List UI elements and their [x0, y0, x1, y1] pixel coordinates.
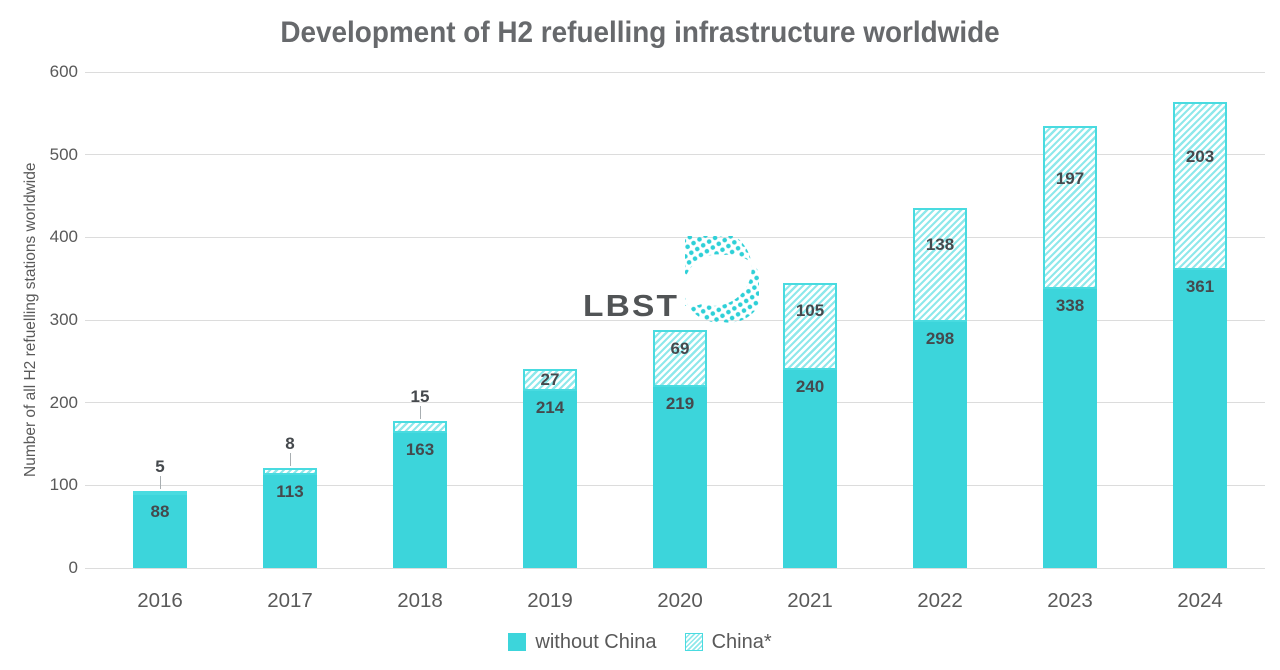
leader-line-2017: [289, 452, 291, 466]
bar-segment-without-china-2018: [393, 433, 447, 568]
leader-line-2016: [159, 476, 161, 490]
x-axis-label-2023: 2023: [1047, 589, 1093, 612]
x-axis-label-2020: 2020: [657, 589, 703, 612]
gridline-600: [85, 71, 1265, 73]
legend-swatch-solid: [508, 633, 527, 651]
x-axis-label-2019: 2019: [527, 589, 573, 612]
bar-segment-without-china-2020: [653, 386, 707, 568]
value-label-without-china-2017: 113: [276, 481, 304, 501]
bar-segment-china-2020: [653, 329, 707, 387]
legend: without China China*: [0, 628, 1280, 656]
x-axis-label-2017: 2017: [267, 589, 313, 612]
lbst-logo-text: LBST: [583, 288, 680, 323]
bar-segment-china-2017: [263, 467, 317, 475]
legend-label-without-china: without China: [535, 630, 657, 653]
gridline-300: [85, 319, 1265, 321]
x-axis-label-2024: 2024: [1177, 589, 1223, 612]
y-tick-label-200: 200: [49, 392, 78, 412]
value-label-without-china-2024: 361: [1185, 276, 1215, 296]
bar-segment-china-2023: [1043, 125, 1097, 289]
value-label-without-china-2020: 219: [665, 393, 695, 413]
y-tick-label-300: 300: [49, 310, 78, 329]
x-axis-label-2021: 2021: [787, 589, 833, 612]
legend-swatch-hatched: [684, 633, 703, 651]
bar-segment-without-china-2017: [263, 474, 317, 568]
globe-dots-icon: [685, 236, 759, 323]
y-tick-label-0: 0: [68, 558, 78, 577]
value-label-china-2019: 27: [540, 369, 560, 389]
gridline-500: [85, 154, 1265, 156]
value-label-china-2016: 5: [155, 457, 165, 477]
value-label-without-china-2022: 298: [925, 328, 955, 348]
y-tick-label-600: 600: [49, 62, 78, 81]
bar-segment-without-china-2023: [1043, 288, 1097, 568]
y-tick-label-400: 400: [49, 227, 78, 247]
bar-segment-without-china-2019: [523, 391, 577, 568]
value-label-china-2021: 105: [795, 301, 825, 321]
lbst-logo: LBST: [583, 236, 763, 326]
value-label-china-2024: 203: [1185, 147, 1215, 167]
bar-segment-china-2018: [393, 420, 447, 434]
gridline-0: [85, 567, 1265, 569]
value-label-china-2018: 15: [410, 386, 430, 406]
value-label-china-2017: 8: [285, 433, 295, 453]
leader-line-2018: [419, 405, 421, 419]
value-label-without-china-2019: 214: [535, 398, 565, 418]
bar-segment-china-2019: [523, 368, 577, 392]
legend-item-without-china: without China: [508, 630, 657, 654]
bar-segment-china-2022: [913, 207, 967, 322]
chart-title: Development of H2 refuelling infrastruct…: [280, 16, 1000, 49]
bar-segment-china-2016: [133, 491, 187, 496]
bar-segment-without-china-2022: [913, 321, 967, 568]
x-axis-label-2016: 2016: [137, 589, 183, 612]
value-label-without-china-2023: 338: [1055, 295, 1085, 315]
bar-segment-without-china-2024: [1173, 269, 1227, 568]
value-label-without-china-2021: 240: [795, 376, 825, 396]
legend-label-china: China*: [711, 630, 772, 653]
y-tick-label-100: 100: [49, 475, 78, 495]
x-axis-label-2018: 2018: [397, 589, 443, 612]
value-label-without-china-2016: 88: [150, 502, 170, 522]
bar-segment-without-china-2021: [783, 369, 837, 568]
value-label-china-2020: 69: [670, 338, 690, 358]
y-tick-label-500: 500: [49, 144, 78, 164]
gridline-400: [85, 236, 1265, 238]
value-label-china-2022: 138: [925, 235, 955, 255]
bar-segment-without-china-2016: [133, 495, 187, 568]
legend-item-china: China*: [684, 630, 772, 654]
bar-segment-china-2024: [1173, 101, 1227, 270]
bar-segment-china-2021: [783, 282, 837, 370]
value-label-without-china-2018: 163: [405, 440, 435, 460]
x-axis-label-2022: 2022: [917, 589, 963, 612]
value-label-china-2023: 197: [1055, 169, 1085, 189]
